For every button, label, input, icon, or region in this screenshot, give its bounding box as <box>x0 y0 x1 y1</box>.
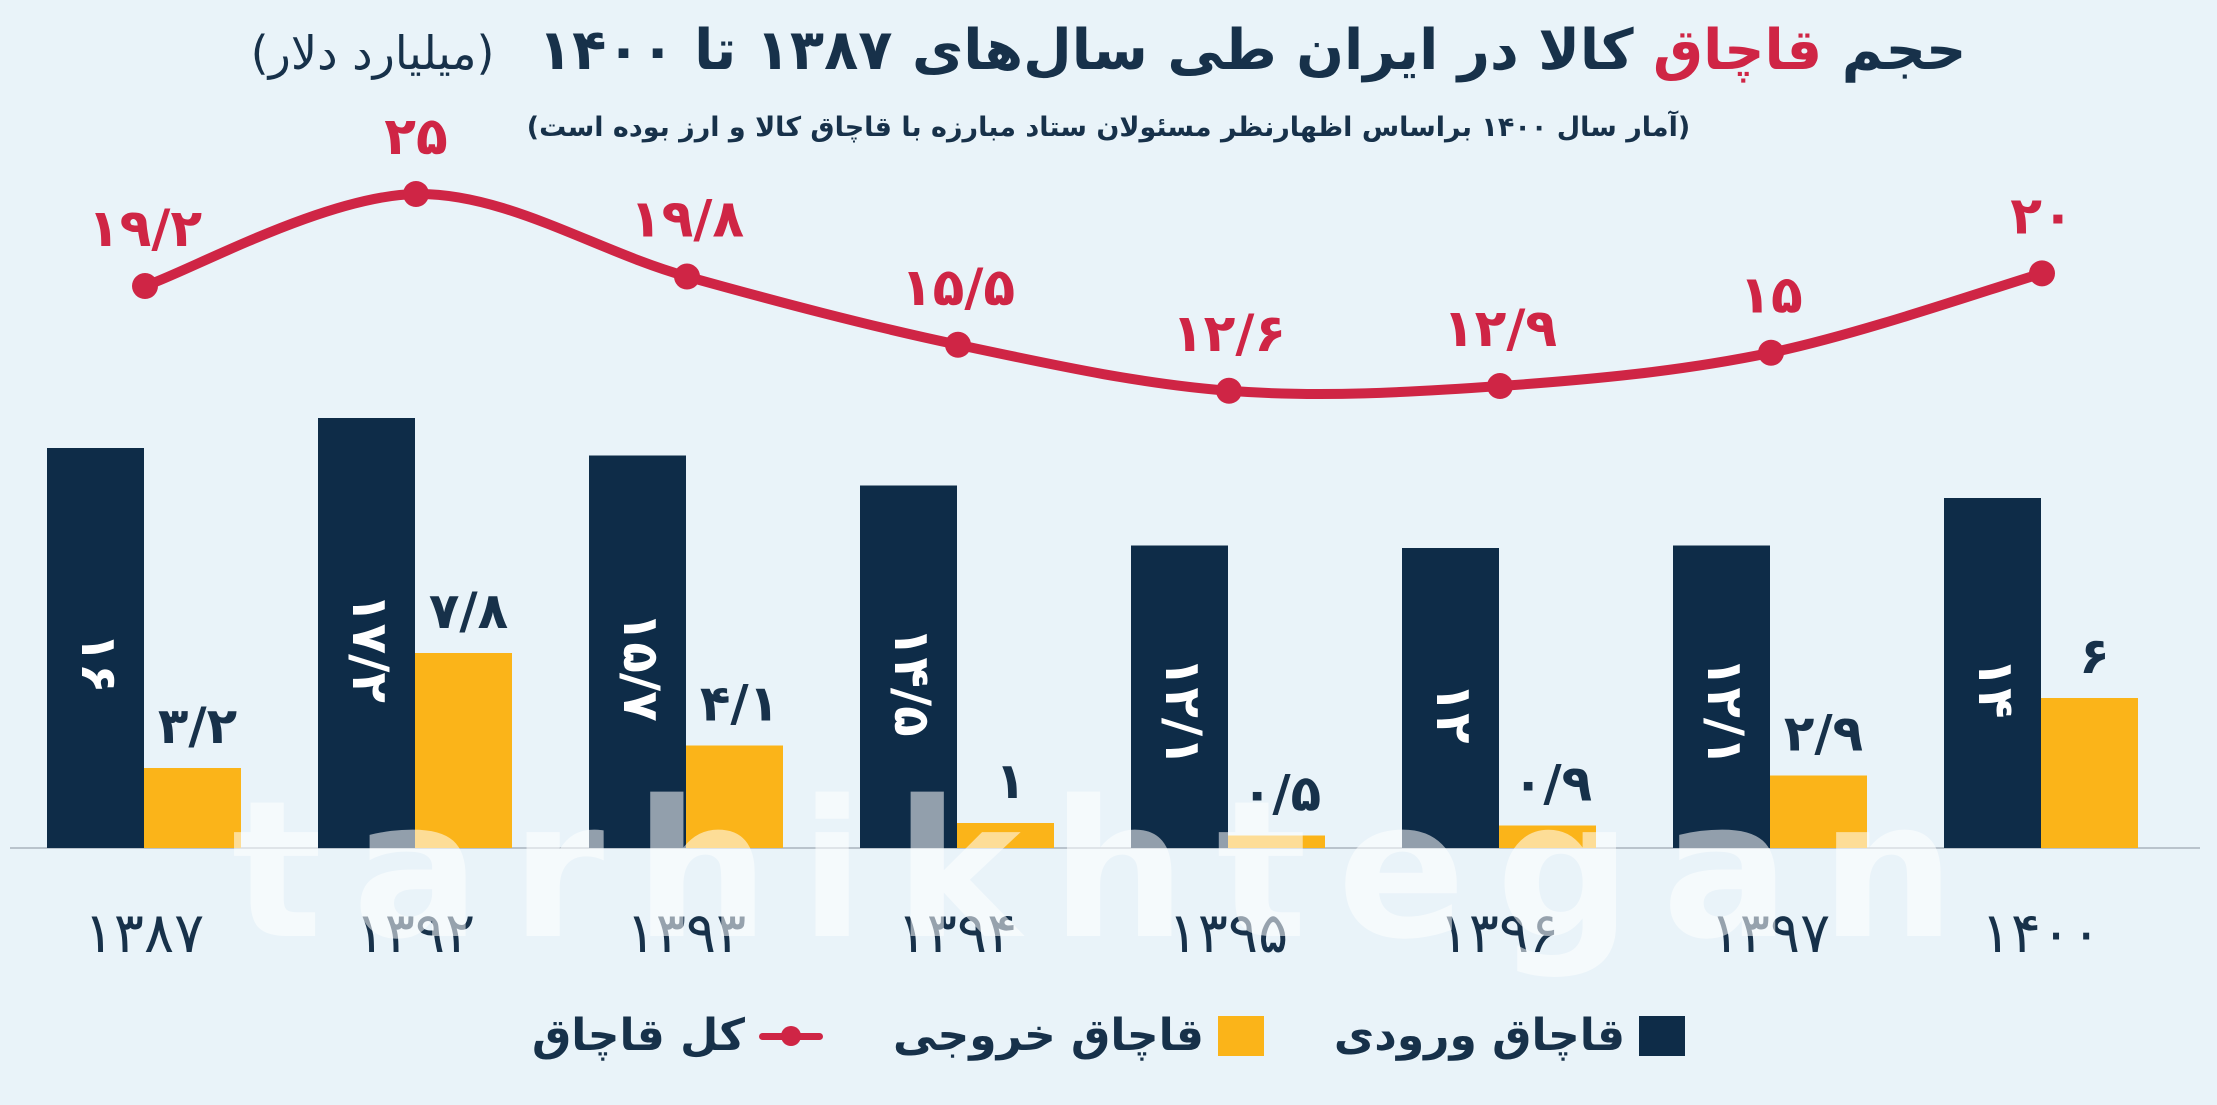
total-point <box>945 331 971 358</box>
bar-outbound <box>686 745 783 848</box>
bar-outbound <box>1770 775 1867 848</box>
chart-legend: قاچاق ورودی قاچاق خروجی کل قاچاق <box>0 1010 2217 1061</box>
bar-label-outbound: ۷/۸ <box>429 582 508 640</box>
bar-outbound <box>957 823 1054 848</box>
bar-inbound <box>1673 545 1770 848</box>
title-rest: کالا در ایران طی سال‌های ۱۳۸۷ تا ۱۴۰۰ <box>537 18 1634 83</box>
x-tick-label: ۱۳۸۷ <box>84 901 204 966</box>
legend-swatch-outbound <box>1217 1015 1264 1056</box>
total-point <box>1487 373 1513 400</box>
total-point <box>1216 377 1242 404</box>
total-label: ۱۹/۲ <box>88 199 202 259</box>
x-tick-label: ۱۳۹۲ <box>355 901 475 966</box>
total-point <box>132 273 158 300</box>
bar-outbound <box>415 653 512 848</box>
bar-label-outbound: ۱ <box>995 752 1026 810</box>
bar-inbound <box>1131 545 1228 848</box>
x-tick-label: ۱۴۰۰ <box>1981 901 2101 966</box>
bar-inbound <box>318 418 415 848</box>
bar-outbound <box>144 768 241 848</box>
bar-inbound <box>860 485 957 848</box>
bar-outbound <box>2041 698 2138 848</box>
legend-swatch-inbound <box>1639 1015 1686 1056</box>
chart-subtitle: (آمار سال ۱۴۰۰ براساس اظهارنظر مسئولان س… <box>526 112 1691 143</box>
title-highlight: قاچاق <box>1653 18 1823 83</box>
total-line <box>140 188 2047 400</box>
legend-label-inbound: قاچاق ورودی <box>1333 1010 1626 1061</box>
legend-item-outbound: قاچاق خروجی <box>893 1010 1264 1061</box>
bar-label-inbound: ۱۲ <box>1425 682 1483 743</box>
bar-label-inbound: ۱۴/۵ <box>883 627 941 737</box>
bar-label-outbound: ۰/۵ <box>1242 765 1321 823</box>
bar-label-inbound: ۱۵/۷ <box>612 612 670 722</box>
total-label: ۱۹/۸ <box>630 190 744 250</box>
bar-label-outbound: ۶ <box>2079 627 2110 685</box>
legend-item-inbound: قاچاق ورودی <box>1333 1010 1686 1061</box>
bar-label-inbound: ۱۷/۲ <box>341 593 399 703</box>
bar-label-outbound: ۴/۱ <box>700 675 779 733</box>
total-label: ۲۰ <box>2010 186 2073 246</box>
bar-label-inbound: ۱۶ <box>70 632 128 693</box>
bar-inbound <box>589 455 686 848</box>
x-tick-label: ۱۳۹۳ <box>626 901 746 966</box>
bar-inbound <box>1402 548 1499 848</box>
bar-label-outbound: ۳/۲ <box>158 697 237 755</box>
legend-item-total: کل قاچاق <box>531 1010 824 1061</box>
legend-label-total: کل قاچاق <box>531 1010 746 1061</box>
bar-inbound <box>47 448 144 848</box>
bar-label-inbound: ۱۲/۱ <box>1696 657 1754 767</box>
bar-outbound <box>1499 825 1596 848</box>
x-tick-label: ۱۳۹۴ <box>897 901 1017 966</box>
bar-label-inbound: ۱۲/۱ <box>1154 657 1212 767</box>
total-point <box>403 181 429 207</box>
legend-label-outbound: قاچاق خروجی <box>893 1010 1204 1061</box>
total-point <box>674 263 700 290</box>
x-tick-label: ۱۳۹۷ <box>1710 901 1830 966</box>
total-label: ۱۲/۹ <box>1443 299 1557 359</box>
bar-label-inbound: ۱۴ <box>1967 657 2025 718</box>
total-label: ۱۵/۵ <box>901 258 1015 318</box>
bar-label-outbound: ۲/۹ <box>1784 705 1863 763</box>
chart-title: حجم قاچاق کالا در ایران طی سال‌های ۱۳۸۷ … <box>0 18 2217 83</box>
x-tick-label: ۱۳۹۶ <box>1439 901 1559 966</box>
total-label: ۲۵ <box>384 107 447 167</box>
total-label: ۱۵ <box>1739 266 1802 326</box>
bar-label-outbound: ۰/۹ <box>1513 755 1592 813</box>
total-label: ۱۲/۶ <box>1172 304 1286 364</box>
x-tick-label: ۱۳۹۵ <box>1168 901 1288 966</box>
legend-swatch-total <box>759 1016 824 1056</box>
title-prefix: حجم <box>1841 18 1967 83</box>
total-point <box>1758 339 1784 366</box>
bar-outbound <box>1228 835 1325 848</box>
total-point <box>2029 260 2055 287</box>
title-unit: (میلیارد دلار) <box>250 26 495 80</box>
bar-inbound <box>1944 498 2041 848</box>
